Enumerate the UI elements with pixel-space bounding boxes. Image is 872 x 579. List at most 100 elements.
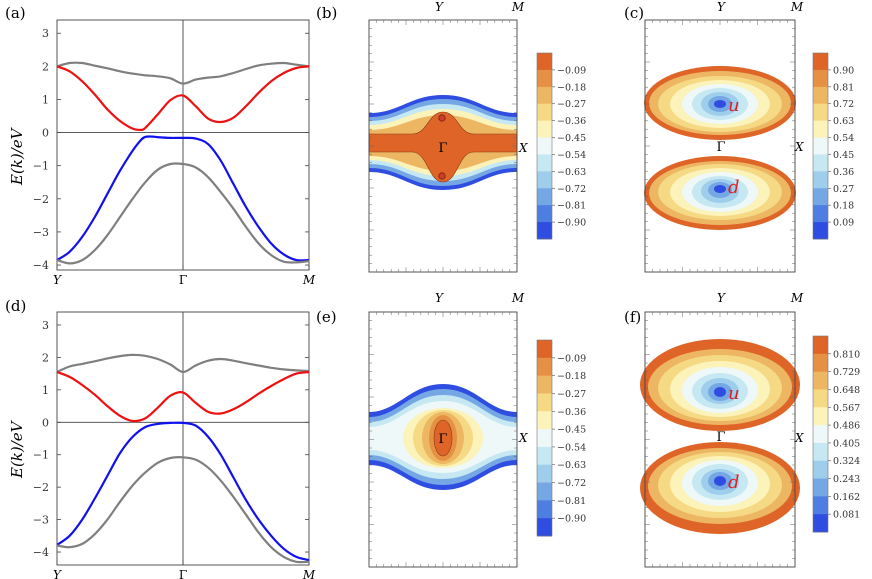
b-colorbar-swatch-4 bbox=[537, 120, 552, 138]
e-colorbar-tick-label-8: −0.81 bbox=[557, 496, 586, 507]
panel-f-valley-d bbox=[640, 442, 800, 534]
c-colorbar-swatch-2 bbox=[813, 86, 828, 105]
e-colorbar-tick-label-3: −0.36 bbox=[557, 407, 586, 418]
e-colorbar-tick-label-2: −0.27 bbox=[557, 389, 586, 400]
panel-c-u-ring-9 bbox=[714, 100, 726, 108]
e-colorbar-swatch-10 bbox=[537, 518, 552, 537]
e-colorbar-swatch-9 bbox=[537, 500, 552, 519]
f-colorbar-swatch-3 bbox=[813, 389, 828, 408]
c-colorbar-tick-label-6: 0.36 bbox=[833, 167, 854, 178]
panel-b-top-label-m: M bbox=[511, 0, 525, 14]
c-colorbar-swatch-0 bbox=[813, 53, 828, 71]
panel-e-top-label-m: M bbox=[511, 291, 525, 305]
b-colorbar-tick-label-5: −0.54 bbox=[557, 150, 586, 161]
f-colorbar-tick-label-3: 0.567 bbox=[833, 403, 860, 414]
d-ytick-label-7: 3 bbox=[42, 319, 49, 332]
b-colorbar-swatch-8 bbox=[537, 188, 552, 206]
panel-e-center-label: Γ bbox=[438, 432, 447, 447]
panel-f-top-label-m: M bbox=[790, 291, 804, 305]
panel-c-center-label: Γ bbox=[716, 140, 725, 155]
f-colorbar-swatch-6 bbox=[813, 442, 828, 462]
e-colorbar-swatch-0 bbox=[537, 340, 552, 359]
b-colorbar-swatch-0 bbox=[537, 53, 552, 71]
panel-c-label: (c) bbox=[624, 4, 644, 22]
panel-f-center-label: Γ bbox=[716, 430, 725, 445]
c-colorbar-tick-label-2: 0.72 bbox=[833, 99, 854, 110]
a-ytick-label-4: 0 bbox=[42, 127, 49, 140]
c-colorbar-swatch-10 bbox=[813, 222, 828, 240]
a-series-blue bbox=[56, 135, 310, 262]
panel-c-top-label-y: Y bbox=[717, 0, 726, 14]
d-ytick-label-0: −4 bbox=[33, 546, 49, 559]
e-colorbar-swatch-3 bbox=[537, 393, 552, 412]
b-colorbar-tick-label-0: −0.09 bbox=[557, 65, 586, 76]
panel-b-center-label: Γ bbox=[438, 141, 447, 156]
panel-a: (a) E(k)/eV −4 −3 −2 −1 0 1 2 3 Y Γ M bbox=[5, 4, 316, 287]
f-colorbar-swatch-7 bbox=[813, 460, 828, 479]
panel-b-extremum-top bbox=[438, 114, 446, 122]
d-xtick-label-1: Γ bbox=[179, 568, 187, 579]
f-colorbar-tick-label-7: 0.243 bbox=[833, 474, 860, 485]
f-colorbar-tick-label-4: 0.486 bbox=[833, 421, 860, 432]
e-colorbar-swatch-1 bbox=[537, 357, 552, 377]
c-colorbar-tick-label-5: 0.45 bbox=[833, 150, 854, 161]
panel-e: (e) Y M Γ X −0.09−0.18−0.27−0.36−0.45−0.… bbox=[316, 291, 586, 568]
a-ytick-label-3: −1 bbox=[33, 160, 49, 173]
b-colorbar-swatch-9 bbox=[537, 205, 552, 223]
panel-a-label: (a) bbox=[5, 4, 26, 22]
f-colorbar-tick-label-6: 0.324 bbox=[833, 456, 860, 467]
d-ytick-label-6: 2 bbox=[42, 351, 49, 364]
panel-e-label: (e) bbox=[316, 308, 337, 326]
c-colorbar-tick-label-8: 0.18 bbox=[833, 201, 854, 212]
a-series-lower-gray bbox=[56, 162, 310, 265]
c-colorbar-swatch-7 bbox=[813, 171, 828, 189]
d-xtick-label-2: M bbox=[302, 568, 316, 579]
panel-c-valley-u bbox=[644, 66, 796, 140]
c-colorbar-swatch-9 bbox=[813, 205, 828, 223]
c-colorbar-swatch-1 bbox=[813, 69, 828, 88]
d-series-blue bbox=[56, 421, 310, 562]
e-colorbar-swatch-7 bbox=[537, 464, 552, 483]
f-colorbar-swatch-8 bbox=[813, 478, 828, 497]
e-colorbar-tick-label-5: −0.54 bbox=[557, 442, 586, 453]
a-xtick-label-2: M bbox=[302, 273, 316, 287]
e-colorbar-swatch-8 bbox=[537, 482, 552, 501]
b-colorbar-tick-label-7: −0.72 bbox=[557, 184, 586, 195]
d-series-upper-gray bbox=[56, 353, 310, 374]
panel-b-frame-ticks bbox=[369, 20, 517, 272]
a-ytick-label-5: 1 bbox=[42, 93, 49, 106]
panel-f-valley-u bbox=[640, 339, 800, 431]
panel-d-label: (d) bbox=[5, 297, 26, 315]
d-ytick-label-4: 0 bbox=[42, 416, 49, 429]
e-colorbar-tick-label-0: −0.09 bbox=[557, 353, 586, 364]
panel-f-label: (f) bbox=[624, 308, 641, 326]
panel-e-frame-ticks bbox=[369, 312, 517, 567]
panel-e-contours bbox=[369, 384, 517, 490]
e-colorbar-swatch-5 bbox=[537, 429, 552, 448]
b-colorbar-swatch-1 bbox=[537, 69, 552, 88]
f-colorbar-border bbox=[812, 335, 829, 533]
b-colorbar-tick-label-3: −0.36 bbox=[557, 116, 586, 127]
panel-c-colorbar: 0.90 0.81 0.72 0.63 0.54 0.45 0.36 0.27 0.18 0.09 bbox=[812, 52, 854, 240]
b-colorbar-tick-label-6: −0.63 bbox=[557, 167, 586, 178]
panel-d-series bbox=[56, 353, 310, 564]
f-colorbar-tick-label-5: 0.405 bbox=[833, 438, 860, 449]
e-colorbar-swatch-2 bbox=[537, 375, 552, 394]
panel-f-u-ring-9 bbox=[714, 387, 726, 397]
panel-b-extremum-bottom bbox=[438, 172, 446, 180]
c-colorbar-border bbox=[812, 52, 829, 240]
a-series-upper-gray bbox=[56, 61, 310, 85]
c-colorbar-tick-label-9: 0.09 bbox=[833, 218, 854, 229]
a-xtick-label-1: Γ bbox=[179, 273, 187, 287]
panel-d: (d) E(k)/eV −4 −3 −2 −1 0 1 2 3 Y Γ M bbox=[5, 297, 316, 579]
c-colorbar-tick-label-1: 0.81 bbox=[833, 82, 854, 93]
b-colorbar-tick-label-2: −0.27 bbox=[557, 99, 586, 110]
panel-f-valley-label-d: d bbox=[728, 472, 740, 493]
c-colorbar-swatch-3 bbox=[813, 103, 828, 122]
d-ytick-label-1: −3 bbox=[33, 514, 49, 527]
f-colorbar-swatch-0 bbox=[813, 336, 828, 355]
b-colorbar-tick-label-9: −0.90 bbox=[557, 218, 586, 229]
panel-e-right-label: X bbox=[518, 431, 528, 445]
a-ytick-label-1: −3 bbox=[33, 226, 49, 239]
e-colorbar-border bbox=[536, 339, 553, 537]
